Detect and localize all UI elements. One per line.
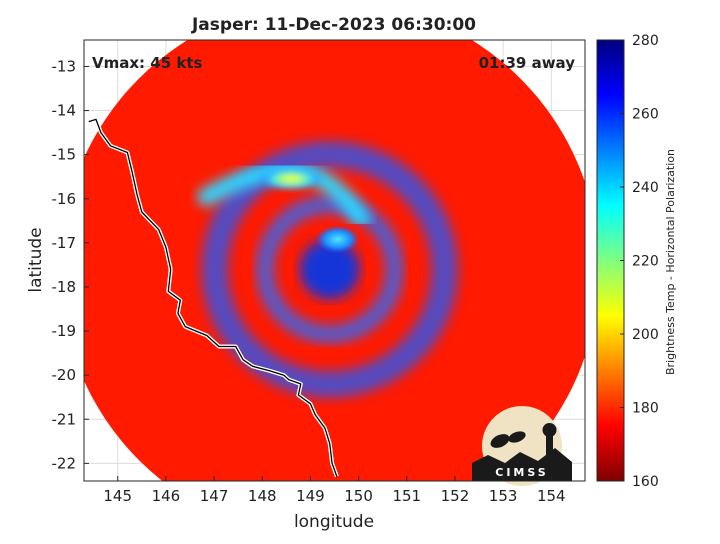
logo-text-band: [475, 463, 569, 480]
x-axis: 145 146 147 148 149 150 151 152 153 154: [103, 476, 566, 505]
x-tick-label: 145: [103, 487, 132, 505]
y-axis: -13 -14 -15 -16 -17 -18 -19 -20 -21 -22: [52, 57, 89, 472]
chart-title: Jasper: 11-Dec-2023 06:30:00: [191, 15, 476, 35]
x-tick-label: 152: [441, 487, 470, 505]
y-tick-label: -22: [52, 454, 77, 472]
colorbar-tick-label: 280: [632, 33, 659, 49]
y-tick-label: -18: [52, 278, 77, 296]
colorbar-tick-label: 200: [632, 327, 659, 343]
y-tick-label: -19: [52, 322, 77, 340]
y-tick-label: -13: [52, 57, 77, 75]
time-away-annotation: 01:39 away: [479, 54, 576, 72]
colorbar-tick-label: 240: [632, 180, 659, 196]
y-tick-label: -14: [52, 102, 77, 120]
x-tick-label: 149: [296, 487, 325, 505]
colorbar-tick-label: 260: [632, 107, 659, 123]
vmax-annotation: Vmax: 45 kts: [92, 54, 202, 72]
colorbar-ticks: 160 180 200 220 240 260 280: [620, 33, 659, 490]
y-tick-label: -17: [52, 234, 77, 252]
y-axis-title: latitude: [26, 227, 46, 292]
colorbar-title: Brightness Temp - Horizontal Polarizatio…: [664, 149, 677, 375]
x-axis-title: longitude: [294, 512, 374, 532]
colorbar-tick-label: 220: [632, 254, 659, 270]
colorbar-tick-label: 160: [632, 474, 659, 490]
swath-structure: [197, 141, 458, 398]
y-tick-label: -21: [52, 410, 77, 428]
x-tick-label: 153: [489, 487, 518, 505]
x-tick-label: 146: [152, 487, 181, 505]
y-tick-label: -15: [52, 146, 77, 164]
x-tick-label: 148: [248, 487, 277, 505]
water-tower-tank: [542, 423, 557, 437]
satellite-dish-icon: [490, 434, 510, 448]
colorbar-tick-label: 180: [632, 401, 659, 417]
plot-frame: [83, 39, 586, 482]
cimss-logo: CIMSS: [472, 406, 572, 486]
storm-eye: [299, 239, 360, 300]
x-tick-label: 154: [537, 487, 566, 505]
satellite-dish-icon: [508, 431, 526, 443]
logo-text: CIMSS: [495, 466, 548, 479]
water-tower-icon: [546, 430, 553, 456]
x-tick-label: 147: [200, 487, 229, 505]
colorbar: [596, 39, 625, 482]
rainband-ring: [255, 195, 404, 344]
rainband-ring: [201, 141, 458, 398]
eyewall-convection: [315, 225, 360, 254]
x-tick-label: 151: [392, 487, 421, 505]
y-tick-label: -20: [52, 366, 77, 384]
coastline: [88, 118, 338, 477]
rainband-maximum: [259, 166, 324, 191]
x-tick-label: 150: [344, 487, 373, 505]
y-tick-label: -16: [52, 190, 77, 208]
swath-layer: [84, 40, 585, 481]
